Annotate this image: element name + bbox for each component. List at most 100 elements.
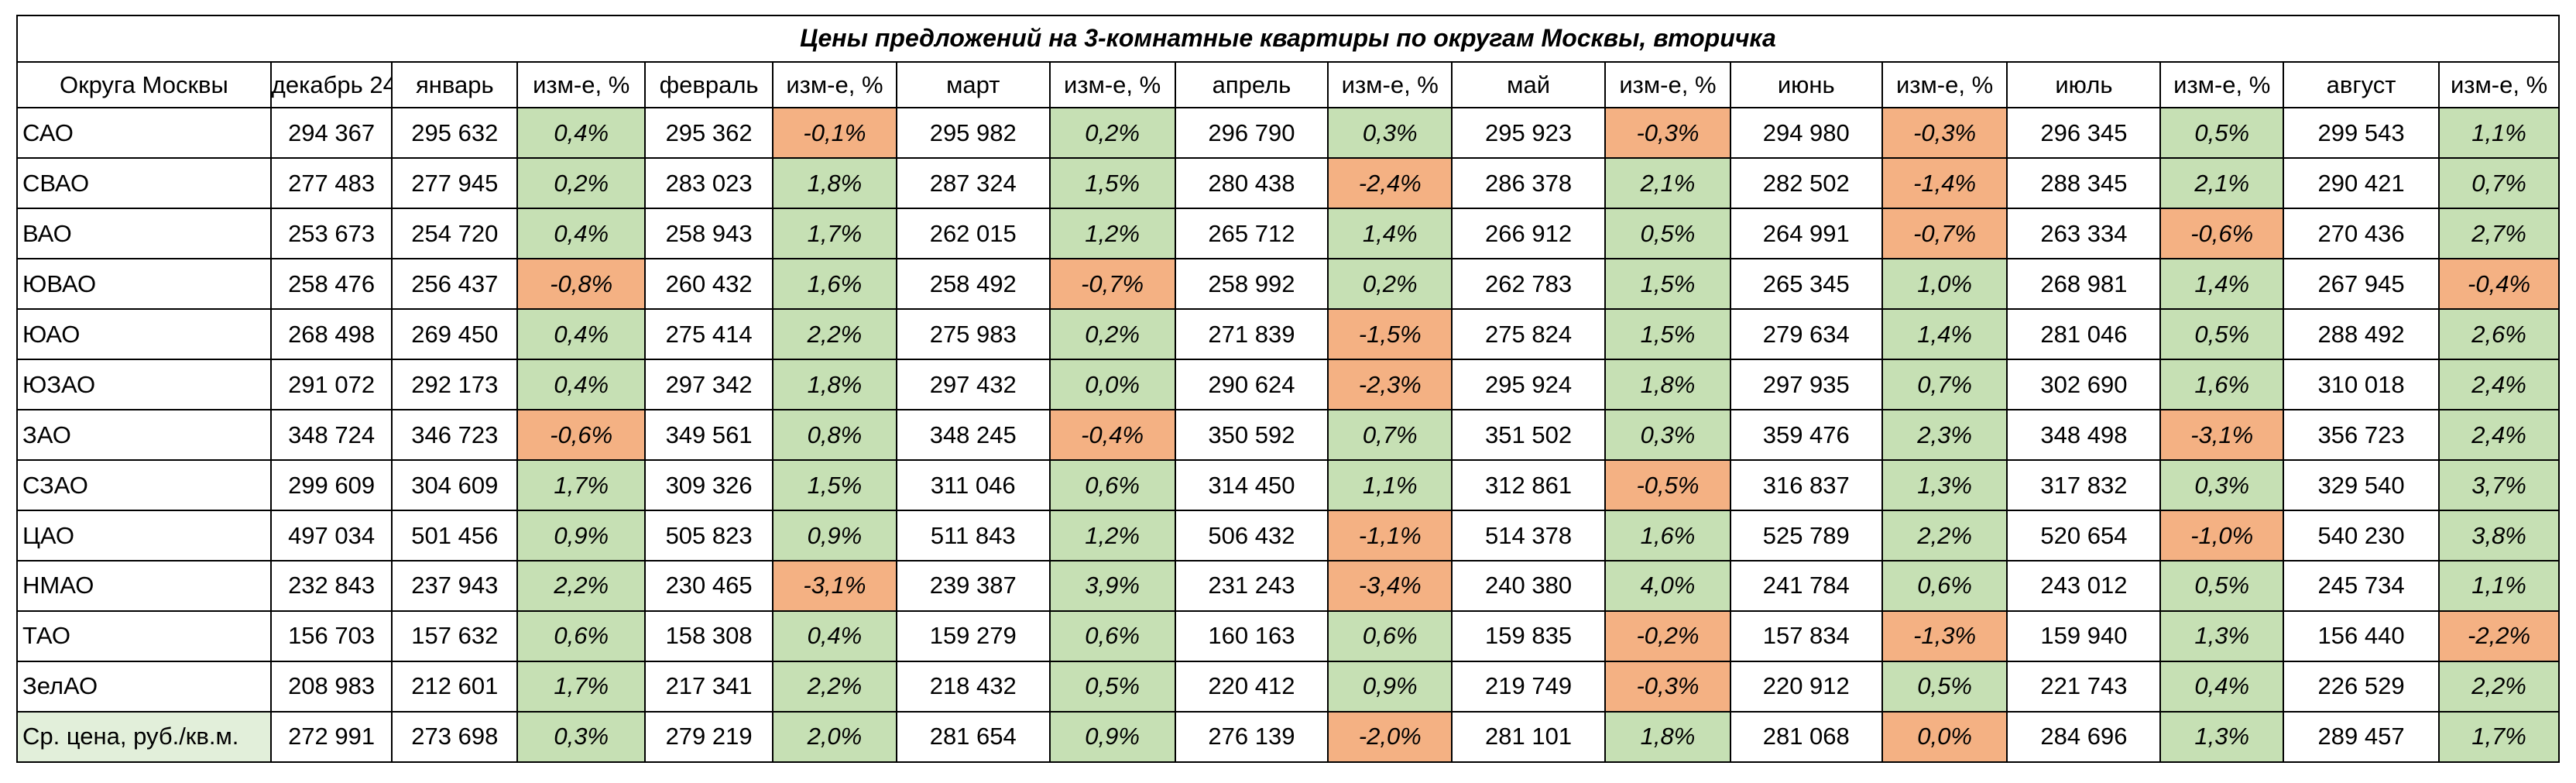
price-cell: 275 983 (895, 308, 1051, 361)
price-cell: 311 046 (895, 459, 1051, 512)
header-month: июль (2006, 60, 2162, 109)
header-change: изм-е, % (1881, 60, 2008, 109)
price-cell: 356 723 (2283, 409, 2441, 462)
table-row: ЮЗАО 291 072 292 173 0,4% 297 342 1,8% 297 432… (16, 359, 2560, 411)
price-cell: 258 476 (269, 258, 393, 311)
header-change: изм-е, % (2438, 60, 2560, 109)
price-cell: 226 529 (2283, 660, 2441, 713)
change-cell: -2,4% (1327, 157, 1453, 210)
change-cell: 1,6% (2159, 359, 2285, 411)
change-cell: 1,7% (516, 459, 647, 512)
change-cell: 0,9% (516, 510, 647, 562)
change-cell: 2,2% (772, 660, 897, 713)
header-change: изм-е, % (772, 60, 897, 109)
price-cell: 253 673 (269, 208, 393, 260)
change-cell: 1,6% (1604, 510, 1731, 562)
price-cell: 286 378 (1451, 157, 1607, 210)
price-cell: 258 943 (644, 208, 774, 260)
price-cell: 265 712 (1174, 208, 1329, 260)
price-cell: 159 940 (2006, 610, 2162, 662)
change-cell: 2,2% (1881, 510, 2008, 562)
change-cell: 1,8% (1604, 359, 1731, 411)
header-month: август (2283, 60, 2441, 109)
price-cell: 329 540 (2283, 459, 2441, 512)
price-cell: 350 592 (1174, 409, 1329, 462)
price-cell: 359 476 (1729, 409, 1883, 462)
change-cell: -3,1% (2159, 409, 2285, 462)
district-name: СЗАО (16, 459, 272, 512)
change-cell: 3,7% (2438, 459, 2560, 512)
district-name: ЗАО (16, 409, 272, 462)
price-cell: 267 945 (2283, 258, 2441, 311)
table-row: ЗелАО 208 983 212 601 1,7% 217 341 2,2% 218 43… (16, 660, 2560, 713)
change-cell: 3,9% (1048, 560, 1176, 612)
change-cell: -0,5% (1604, 459, 1731, 512)
price-cell: 296 790 (1174, 107, 1329, 160)
price-cell: 295 923 (1451, 107, 1607, 160)
price-cell: 295 632 (391, 107, 519, 160)
price-cell: 220 912 (1729, 660, 1883, 713)
price-cell: 279 219 (644, 710, 774, 764)
price-cell: 506 432 (1174, 510, 1329, 562)
header-change: изм-е, % (1327, 60, 1453, 109)
change-cell: 0,4% (516, 308, 647, 361)
change-cell: 4,0% (1604, 560, 1731, 612)
change-cell: 0,6% (1048, 459, 1176, 512)
district-name: ТАО (16, 610, 272, 662)
price-cell: 316 837 (1729, 459, 1883, 512)
change-cell: -0,3% (1881, 107, 2008, 160)
header-change: изм-е, % (1604, 60, 1731, 109)
change-cell: 0,4% (2159, 660, 2285, 713)
table-row: ЮВАО 258 476 256 437 -0,8% 260 432 1,6% 258 49… (16, 258, 2560, 311)
change-cell: 2,6% (2438, 308, 2560, 361)
header-month: март (895, 60, 1051, 109)
change-cell: 0,8% (772, 409, 897, 462)
change-cell: -0,7% (1048, 258, 1176, 311)
change-cell: 0,6% (1881, 560, 2008, 612)
change-cell: 1,4% (2159, 258, 2285, 311)
price-cell: 159 279 (895, 610, 1051, 662)
price-cell: 505 823 (644, 510, 774, 562)
change-cell: 0,2% (516, 157, 647, 210)
price-cell: 349 561 (644, 409, 774, 462)
change-cell: 1,5% (1604, 308, 1731, 361)
price-cell: 317 832 (2006, 459, 2162, 512)
average-row: Ср. цена, руб./кв.м. 272 991 273 698 0,3% 27… (16, 710, 2560, 764)
change-cell: -1,1% (1327, 510, 1453, 562)
change-cell: 1,8% (772, 359, 897, 411)
price-cell: 281 068 (1729, 710, 1883, 764)
table-title: Цены предложений на 3-комнатные квартиры… (16, 15, 2560, 63)
table-row: ЮАО 268 498 269 450 0,4% 275 414 2,2% 275 983 0… (16, 308, 2560, 361)
change-cell: 0,6% (1048, 610, 1176, 662)
change-cell: 0,3% (1604, 409, 1731, 462)
change-cell: 1,1% (2438, 107, 2560, 160)
change-cell: 1,5% (772, 459, 897, 512)
table-row: ЦАО 497 034 501 456 0,9% 505 823 0,9% 511 843 1… (16, 510, 2560, 562)
price-cell: 270 436 (2283, 208, 2441, 260)
price-cell: 262 015 (895, 208, 1051, 260)
price-cell: 272 991 (269, 710, 393, 764)
price-cell: 230 465 (644, 560, 774, 612)
change-cell: -0,8% (516, 258, 647, 311)
price-cell: 158 308 (644, 610, 774, 662)
change-cell: 0,0% (1048, 359, 1176, 411)
change-cell: 2,7% (2438, 208, 2560, 260)
price-cell: 221 743 (2006, 660, 2162, 713)
change-cell: 0,4% (516, 359, 647, 411)
change-cell: 0,5% (1604, 208, 1731, 260)
change-cell: 0,2% (1048, 308, 1176, 361)
price-cell: 219 749 (1451, 660, 1607, 713)
change-cell: -2,3% (1327, 359, 1453, 411)
price-cell: 280 438 (1174, 157, 1329, 210)
change-cell: -2,0% (1327, 710, 1453, 764)
change-cell: 2,4% (2438, 359, 2560, 411)
price-cell: 220 412 (1174, 660, 1329, 713)
change-cell: -0,4% (1048, 409, 1176, 462)
price-cell: 260 432 (644, 258, 774, 311)
change-cell: -0,1% (772, 107, 897, 160)
price-cell: 520 654 (2006, 510, 2162, 562)
price-cell: 263 334 (2006, 208, 2162, 260)
price-cell: 277 945 (391, 157, 519, 210)
change-cell: -1,3% (1881, 610, 2008, 662)
table-row: ТАО 156 703 157 632 0,6% 158 308 0,4% 159 279 0… (16, 610, 2560, 662)
